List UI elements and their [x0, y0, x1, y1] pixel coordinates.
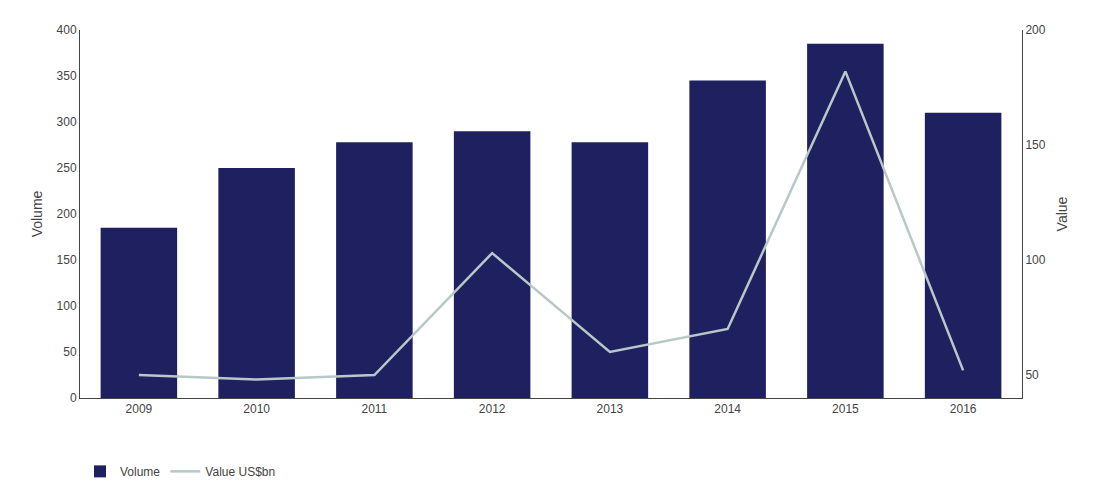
- svg-text:150: 150: [1025, 138, 1045, 152]
- svg-text:2012: 2012: [479, 402, 506, 416]
- svg-text:2011: 2011: [361, 402, 387, 416]
- svg-text:200: 200: [1025, 23, 1045, 37]
- svg-text:2013: 2013: [597, 402, 624, 416]
- svg-text:100: 100: [57, 299, 77, 313]
- svg-text:Value US$bn: Value US$bn: [205, 465, 275, 479]
- svg-text:2015: 2015: [832, 402, 859, 416]
- svg-text:2009: 2009: [126, 402, 153, 416]
- svg-text:50: 50: [63, 345, 77, 359]
- svg-text:100: 100: [1025, 253, 1045, 267]
- svg-text:350: 350: [57, 69, 77, 83]
- svg-text:200: 200: [57, 207, 77, 221]
- svg-text:Value: Value: [1054, 196, 1070, 231]
- svg-text:2010: 2010: [243, 402, 270, 416]
- svg-text:250: 250: [57, 161, 77, 175]
- svg-text:150: 150: [57, 253, 77, 267]
- svg-text:300: 300: [57, 115, 77, 129]
- svg-text:0: 0: [70, 391, 77, 405]
- svg-text:Volume: Volume: [29, 190, 45, 237]
- svg-text:2014: 2014: [714, 402, 741, 416]
- svg-text:400: 400: [57, 23, 77, 37]
- svg-text:Volume: Volume: [120, 465, 160, 479]
- svg-text:50: 50: [1025, 368, 1039, 382]
- svg-text:2016: 2016: [950, 402, 977, 416]
